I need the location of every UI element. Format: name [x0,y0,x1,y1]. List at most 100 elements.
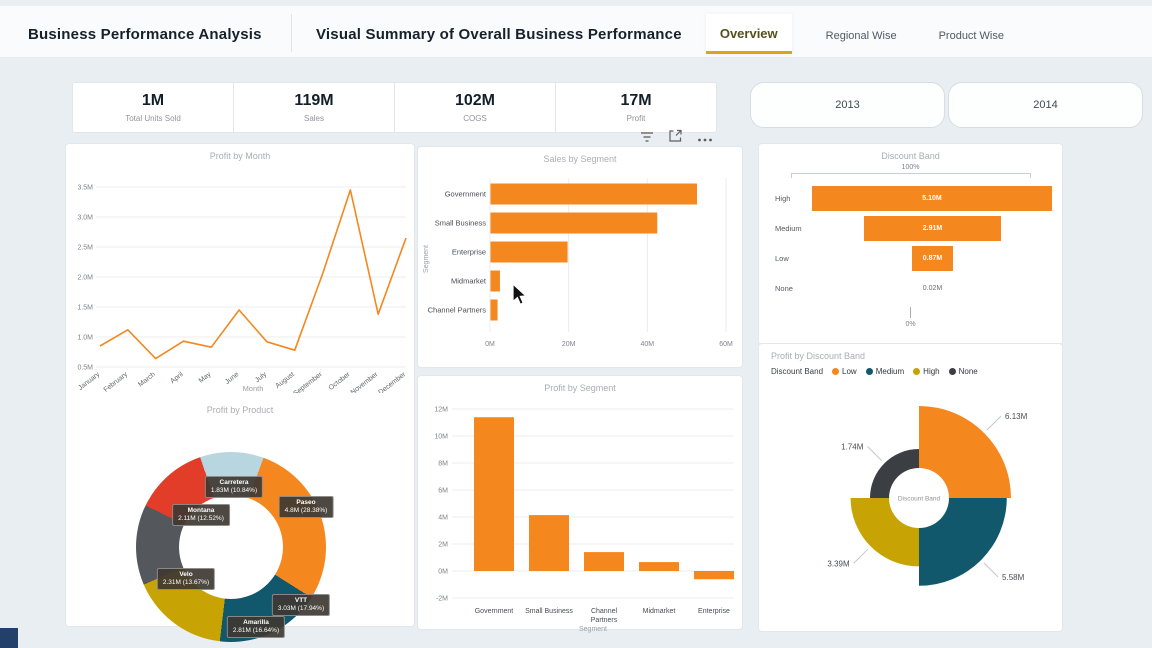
funnel-top-marker: 100% [901,164,920,171]
svg-text:December: December [377,371,407,393]
chart-title-profit-by-product: Profit by Product [206,405,274,415]
legend-dot-medium [865,368,873,375]
legend-item-low[interactable]: Low [832,367,857,376]
funnel-bracket [790,173,1031,178]
kpi-row: 1M Total Units Sold 119M Sales 102M COGS… [72,82,717,133]
svg-text:Segment: Segment [423,245,430,273]
legend-item-medium[interactable]: Medium [865,367,904,376]
visual-card-profit-by-discount-band: Profit by Discount Band Discount Band Lo… [758,343,1063,632]
funnel-row-high[interactable]: High 5.10M [769,186,1052,211]
svg-text:10M: 10M [434,434,448,441]
svg-text:60M: 60M [719,341,733,348]
legend-item-high[interactable]: High [913,367,940,376]
donut-label-vtt: VTT 3.03M (17.94%) [271,594,331,616]
svg-text:4M: 4M [438,515,448,522]
svg-text:6.13M: 6.13M [1005,412,1028,421]
column-chart-profit-by-segment[interactable]: 12M 10M 8M 6M 4M 2M 0M -2M Government Small Busin… [418,393,742,638]
nav-tabs: Overview Regional Wise Product Wise [705,8,1012,54]
svg-text:-2M: -2M [436,596,448,603]
svg-text:Month: Month [243,384,264,393]
funnel-row-low[interactable]: Low 0.87M [769,246,1052,271]
tab-product-wise[interactable]: Product Wise [938,30,1004,42]
svg-text:Channel Partners: Channel Partners [428,306,487,315]
mouse-cursor [512,282,530,312]
svg-text:Enterprise: Enterprise [698,608,730,615]
bar-chart-sales-by-segment[interactable]: 0M 20M 40M 60M Government Small Business Enter… [418,164,742,365]
year-filter-2014[interactable]: 2014 [948,82,1143,128]
svg-text:5.58M: 5.58M [1002,573,1025,582]
svg-text:1.74M: 1.74M [841,442,864,451]
chart-title-discount-band: Discount Band [881,151,940,161]
svg-text:Small Business: Small Business [525,608,573,615]
svg-text:Midmarket: Midmarket [643,608,676,615]
svg-text:August: August [274,371,296,390]
taskbar-corner [0,628,18,648]
svg-text:Government: Government [475,608,514,615]
svg-text:Discount Band: Discount Band [898,496,941,503]
svg-text:0M: 0M [485,341,495,348]
svg-text:3.0M: 3.0M [77,215,93,222]
kpi-sales[interactable]: 119M Sales [233,82,395,133]
svg-text:July: July [254,371,269,384]
svg-text:Enterprise: Enterprise [452,248,486,257]
svg-text:March: March [137,371,157,389]
kpi-label: Profit [626,114,646,123]
svg-text:Government: Government [445,190,487,199]
svg-text:40M: 40M [641,341,655,348]
chart-title-sales-by-segment: Sales by Segment [543,154,617,164]
more-options-icon[interactable] [697,130,713,148]
focus-mode-icon[interactable] [668,129,683,148]
svg-text:12M: 12M [434,407,448,414]
year-filter-2013[interactable]: 2013 [750,82,945,128]
svg-text:Midmarket: Midmarket [451,277,487,286]
svg-text:0.5M: 0.5M [77,365,93,372]
tab-overview[interactable]: Overview [705,14,792,54]
tab-regional-wise[interactable]: Regional Wise [825,30,897,42]
svg-text:2.0M: 2.0M [77,275,93,282]
legend-item-none[interactable]: None [948,367,978,376]
visual-toolbar [640,129,713,148]
funnel-bottom-marker: 0% [905,321,916,328]
kpi-value: 119M [294,92,334,109]
funnel-row-none[interactable]: None 0.02M [775,284,943,293]
kpi-profit[interactable]: 17M Profit [555,82,717,133]
donut-label-carretera: Carretera 1.83M (10.84%) [204,476,264,498]
chart-title-profit-by-month: Profit by Month [209,151,271,161]
svg-text:June: June [224,371,240,386]
line-chart-profit-by-month[interactable]: 3.5M 3.0M 2.5M 2.0M 1.5M 1.0M 0.5M January Febru… [66,161,414,398]
svg-text:1.5M: 1.5M [77,305,93,312]
svg-text:October: October [328,371,352,392]
donut-label-velo: Velo 2.31M (13.67%) [156,568,216,590]
svg-text:Partners: Partners [591,617,618,624]
rose-chart-profit-by-discount-band[interactable]: 6.13M 5.58M 3.39M 1.74M Discount Band [759,376,1062,629]
svg-text:Segment: Segment [579,626,607,633]
visual-card-left: Profit by Month 3.5M 3.0M 2.5M 2.0M 1.5M 1.0M… [65,143,415,642]
kpi-label: Sales [303,114,324,123]
visual-card-profit-by-segment: Profit by Segment 12M 10M 8M 6M 4M 2M 0M -2M Gov… [417,375,743,633]
donut-chart-profit-by-product[interactable]: Carretera 1.83M (10.84%) Paseo 4.8M (28.38%… [66,415,416,648]
kpi-total-units-sold[interactable]: 1M Total Units Sold [72,82,234,133]
svg-text:February: February [103,371,130,393]
donut-label-montana: Montana 2.11M (12.52%) [172,504,230,526]
legend-dot-none [948,368,956,375]
kpi-value: 1M [141,92,165,109]
svg-text:2.5M: 2.5M [77,245,93,252]
chart-title-profit-by-discount-band: Profit by Discount Band [771,351,866,361]
legend-dot-low [832,368,840,375]
svg-text:May: May [198,371,213,385]
svg-text:6M: 6M [438,488,448,495]
visual-card-sales-by-segment: Sales by Segment 0M 20M 40M 60M Government Sm… [417,146,743,368]
funnel-row-medium[interactable]: Medium 2.91M [769,216,1052,241]
svg-text:September: September [292,371,324,393]
svg-text:November: November [350,371,380,393]
page-title: Business Performance Analysis [28,26,262,43]
svg-text:Channel: Channel [591,608,618,615]
donut-label-amarilla: Amarilla 2.81M (16.64%) [226,616,286,638]
page-subtitle: Visual Summary of Overall Business Perfo… [316,26,682,43]
svg-text:Small Business: Small Business [435,219,487,228]
kpi-cogs[interactable]: 102M COGS [394,82,556,133]
svg-text:April: April [169,371,185,385]
funnel-chart-discount-band[interactable]: 100% High 5.10M Medium 2.91M Low 0.87M None 0.02… [759,164,1062,328]
filter-icon[interactable] [640,130,654,148]
legend-dot-high [913,368,921,375]
